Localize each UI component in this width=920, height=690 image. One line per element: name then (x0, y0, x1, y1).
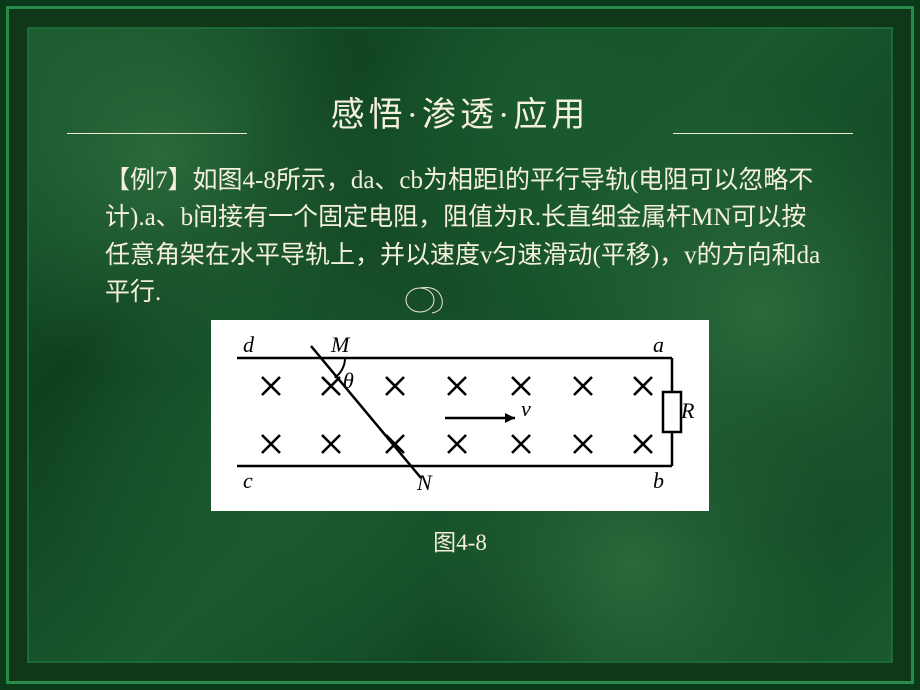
diagram-caption: 图4-8 (67, 523, 853, 557)
slide-title: 感悟·渗透·应用 (331, 95, 590, 138)
svg-text:θ: θ (343, 368, 354, 393)
outer-frame: 感悟·渗透·应用 【例7】如图4-8所示，da、cb为相距l的平行导轨(电阻可以… (6, 6, 914, 684)
title-rule-right (673, 133, 853, 134)
problem-text: 【例7】如图4-8所示，da、cb为相距l的平行导轨(电阻可以忽略不计).a、b… (67, 162, 853, 312)
svg-text:M: M (330, 332, 351, 357)
title-rule-left (67, 133, 247, 134)
svg-text:v: v (521, 396, 531, 421)
svg-text:b: b (653, 468, 664, 493)
svg-text:N: N (416, 470, 433, 495)
circuit-diagram: d a c b M Nθ v R (211, 320, 709, 511)
marble-background: 感悟·渗透·应用 【例7】如图4-8所示，da、cb为相距l的平行导轨(电阻可以… (27, 27, 893, 663)
decorative-swirl-icon (402, 283, 446, 317)
svg-text:d: d (243, 332, 255, 357)
svg-text:a: a (653, 332, 664, 357)
diagram-container: d a c b M Nθ v R 图4-8 (67, 320, 853, 557)
svg-text:c: c (243, 468, 253, 493)
slide-content: 感悟·渗透·应用 【例7】如图4-8所示，da、cb为相距l的平行导轨(电阻可以… (67, 67, 853, 623)
svg-text:R: R (680, 398, 695, 423)
title-block: 感悟·渗透·应用 (67, 67, 853, 138)
diagram-svg: d a c b M Nθ v R (225, 328, 695, 498)
